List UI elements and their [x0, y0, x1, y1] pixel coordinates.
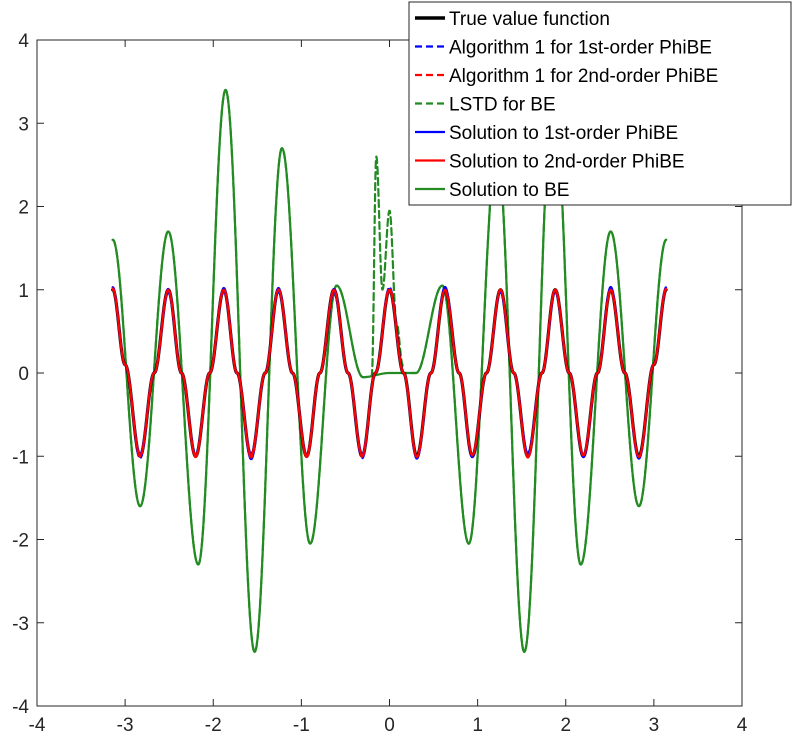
series-line-alg1-phibe2 [111, 287, 668, 459]
y-tick-label: -4 [12, 697, 29, 718]
x-tick-label: 2 [560, 715, 571, 736]
y-tick-label: 4 [18, 31, 29, 52]
x-tick-label: 0 [384, 715, 395, 736]
y-tick-label: -2 [12, 531, 29, 552]
y-tick-label: -3 [12, 614, 29, 635]
legend-label-sol-phibe2: Solution to 2nd-order PhiBE [449, 152, 685, 173]
legend-label-alg1-phibe1: Algorithm 1 for 1st-order PhiBE [449, 38, 712, 59]
legend-label-sol-phibe1: Solution to 1st-order PhiBE [449, 123, 678, 144]
legend-label-sol-be: Solution to BE [449, 180, 569, 201]
legend-label-alg1-phibe2: Algorithm 1 for 2nd-order PhiBE [449, 66, 718, 87]
y-axis: -4 -3 -2 -1 0 1 2 3 4 [12, 31, 742, 718]
legend-label-true-value: True value function [449, 9, 610, 30]
x-tick-label: 4 [737, 715, 748, 736]
x-tick-label: -2 [205, 715, 222, 736]
x-tick-label: -4 [29, 715, 46, 736]
y-tick-label: -1 [12, 447, 29, 468]
y-tick-label: 1 [18, 281, 29, 302]
series-layer [111, 88, 668, 653]
legend: True value function Algorithm 1 for 1st-o… [408, 1, 792, 206]
y-tick-label: 3 [18, 114, 29, 135]
x-tick-label: -1 [293, 715, 310, 736]
legend-box [408, 1, 792, 206]
x-tick-label: -3 [117, 715, 134, 736]
y-tick-label: 2 [18, 198, 29, 219]
x-tick-label: 3 [649, 715, 660, 736]
series-line-lstd-be [111, 88, 668, 653]
legend-label-lstd-be: LSTD for BE [449, 95, 556, 116]
y-tick-label: 0 [18, 364, 29, 385]
x-tick-label: 1 [472, 715, 483, 736]
